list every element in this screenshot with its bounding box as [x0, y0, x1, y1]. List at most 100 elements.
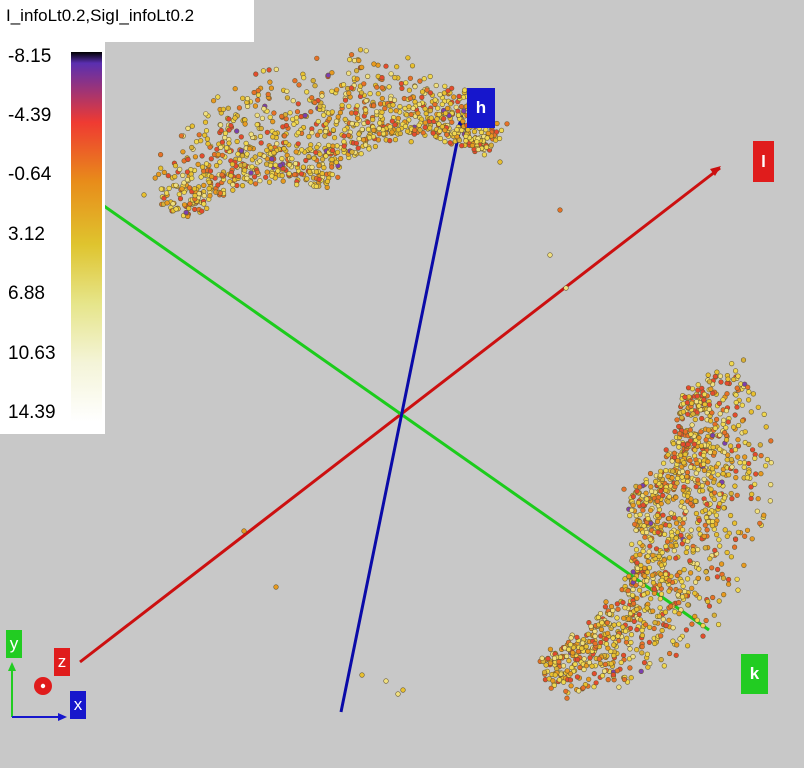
- reflection-point: [574, 656, 581, 663]
- reflection-point: [444, 132, 450, 138]
- reflection-point: [686, 534, 692, 540]
- reflection-point: [717, 432, 723, 438]
- reflection-point: [307, 169, 313, 175]
- reflection-point: [388, 71, 394, 77]
- reflection-point: [700, 633, 706, 639]
- reflection-point: [701, 397, 707, 403]
- reflection-point: [346, 70, 352, 76]
- reflection-point: [257, 133, 264, 139]
- reflection-point: [724, 391, 730, 397]
- reflection-point: [717, 543, 723, 549]
- reflection-point: [181, 202, 188, 208]
- reflection-point: [199, 208, 205, 214]
- reflection-point: [673, 520, 680, 526]
- reflection-point: [616, 621, 622, 627]
- reflection-point: [702, 545, 708, 551]
- reflection-point: [547, 252, 553, 258]
- reflection-point: [209, 174, 215, 180]
- reflection-point: [620, 599, 626, 606]
- reflection-point: [334, 87, 340, 93]
- reflection-point: [622, 605, 628, 611]
- k-axis-line: [103, 204, 710, 632]
- reflection-point: [741, 464, 747, 470]
- reflection-point: [392, 122, 398, 128]
- reflection-point: [379, 109, 385, 115]
- reflection-point: [611, 622, 617, 628]
- reflection-point: [461, 108, 467, 114]
- reflection-point: [694, 561, 700, 567]
- reflection-point: [647, 507, 654, 513]
- reflection-point: [610, 635, 616, 641]
- reflection-point: [696, 526, 702, 532]
- reflection-point: [641, 523, 647, 529]
- reflection-point: [204, 205, 210, 211]
- reflection-point: [692, 613, 698, 620]
- reflection-point: [730, 424, 737, 430]
- reflection-point: [681, 516, 688, 522]
- reflection-point: [610, 672, 617, 678]
- reflection-point: [603, 636, 609, 642]
- reflection-point: [717, 411, 723, 417]
- reflection-point: [409, 63, 416, 69]
- reflection-point: [265, 91, 271, 97]
- reflection-point: [484, 135, 490, 141]
- reflection-point: [625, 588, 631, 594]
- reflection-point: [203, 161, 210, 167]
- reflection-point: [395, 127, 402, 133]
- reflection-point: [694, 393, 700, 399]
- reflection-point: [442, 127, 448, 133]
- reflection-point: [173, 182, 179, 188]
- reflection-point: [488, 142, 494, 148]
- reflection-point: [264, 169, 270, 175]
- reflection-point: [419, 89, 426, 95]
- reflection-point: [257, 178, 263, 184]
- reflection-point: [676, 439, 682, 446]
- reflection-point: [687, 570, 694, 576]
- reflection-point: [673, 494, 679, 501]
- reflection-point: [433, 82, 439, 89]
- reflection-point: [683, 508, 689, 514]
- reflection-point: [630, 494, 636, 500]
- reflection-point: [648, 488, 655, 494]
- reflection-point: [734, 576, 740, 582]
- reflection-point: [634, 647, 640, 653]
- reflection-point: [768, 460, 774, 466]
- reflection-point: [349, 52, 355, 58]
- reflection-point: [442, 139, 448, 145]
- reflection-point: [465, 127, 471, 133]
- reflection-point: [386, 84, 392, 90]
- reflection-point: [663, 447, 669, 453]
- reflection-point: [679, 541, 686, 547]
- reflection-point: [587, 655, 593, 661]
- reflection-point: [441, 90, 448, 96]
- reflection-point: [672, 609, 678, 615]
- reflection-point: [711, 479, 717, 485]
- reflection-point: [742, 429, 748, 435]
- reflection-point: [312, 99, 318, 106]
- reflection-point: [267, 114, 273, 120]
- reflection-point: [701, 476, 707, 482]
- l-axis-label: l: [753, 141, 774, 182]
- reflection-point: [629, 592, 636, 598]
- reflection-point: [226, 127, 232, 133]
- reflection-point: [478, 129, 485, 135]
- reflection-point: [281, 133, 288, 139]
- reflection-point: [647, 543, 653, 549]
- reflection-point: [355, 145, 361, 151]
- reflection-point: [314, 144, 320, 150]
- reflection-point: [673, 555, 679, 561]
- reflection-point: [580, 685, 586, 691]
- reflection-point: [208, 156, 214, 162]
- reflection-point: [363, 107, 369, 113]
- reflection-point: [627, 646, 633, 652]
- reflection-point: [684, 576, 691, 582]
- reflection-point: [295, 141, 301, 147]
- reflection-point: [660, 512, 666, 518]
- reflection-point: [707, 418, 714, 424]
- reflection-point: [644, 569, 651, 575]
- reflection-point: [645, 553, 651, 559]
- reflection-point: [471, 129, 478, 135]
- reflection-point: [635, 500, 642, 506]
- reflection-point: [393, 108, 399, 114]
